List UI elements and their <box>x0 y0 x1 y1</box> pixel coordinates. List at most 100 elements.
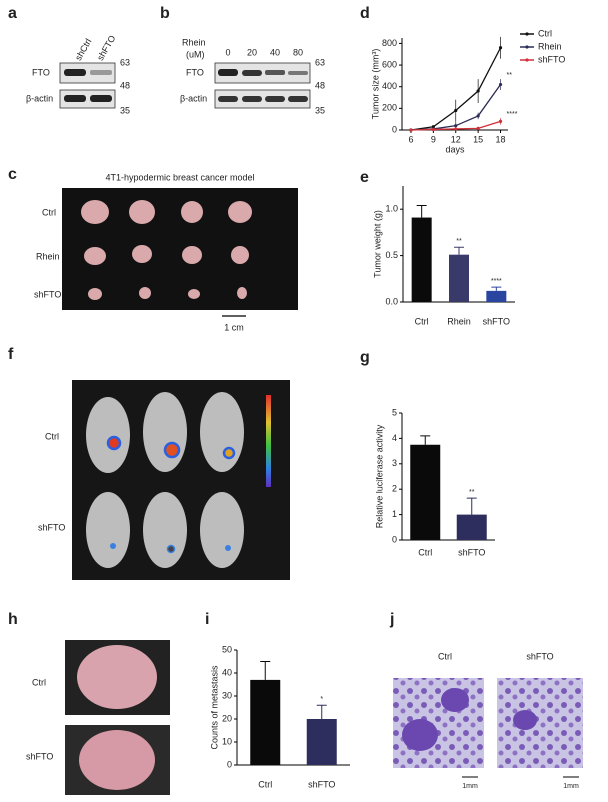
y-tick-label: 40 <box>222 667 232 677</box>
mw-label: 48 <box>120 80 130 90</box>
color-scale <box>266 395 271 487</box>
y-tick-label: 1.0 <box>385 204 398 214</box>
signal <box>163 441 181 459</box>
y-axis-label: Relative luciferase activity <box>374 424 384 528</box>
unit-label: (uM) <box>186 49 205 59</box>
x-tick-label: 15 <box>473 134 483 144</box>
x-tick-label: shFTO <box>308 779 335 789</box>
bar <box>449 254 469 302</box>
dose-label: 20 <box>247 47 257 57</box>
y-tick-label: 20 <box>222 713 232 723</box>
y-tick-label: 1 <box>392 509 397 519</box>
y-tick-label: 0.5 <box>385 250 398 260</box>
nodule <box>513 710 537 730</box>
panel-letter: a <box>8 5 17 22</box>
row-label: Rhein <box>36 251 60 261</box>
y-axis-label: Tumor weight (g) <box>372 210 382 278</box>
panel-letter: f <box>8 346 14 363</box>
bar <box>456 514 487 540</box>
y-tick-label: 3 <box>392 458 397 468</box>
y-tick-label: 0.0 <box>385 296 398 306</box>
x-tick-label: 6 <box>408 134 413 144</box>
blot <box>214 62 311 84</box>
bar <box>250 679 281 765</box>
treatment-label: Rhein <box>182 37 206 47</box>
y-tick-label: 5 <box>392 407 397 417</box>
x-tick-label: Ctrl <box>415 316 429 326</box>
x-tick-label: Ctrl <box>418 547 432 557</box>
x-tick-label: Rhein <box>447 316 471 326</box>
band <box>64 69 86 76</box>
scale-label: 1 cm <box>224 322 244 332</box>
panel-letter: b <box>160 5 170 22</box>
point <box>476 89 480 93</box>
panel-letter: e <box>360 169 369 186</box>
mw-label: 63 <box>120 57 130 67</box>
panel-letter: c <box>8 166 17 183</box>
y-axis-label: Tumor size (mm³) <box>370 49 380 120</box>
tumors <box>81 200 252 300</box>
point <box>476 114 480 118</box>
error-bar <box>454 246 464 255</box>
lane-label: shCtrl <box>73 37 93 62</box>
column-label: shFTO <box>526 651 553 661</box>
lung <box>77 645 157 709</box>
nodule <box>441 688 469 712</box>
row-label: shFTO <box>26 751 53 761</box>
panel-letter: g <box>360 349 370 366</box>
annotation: ** <box>469 489 475 496</box>
x-tick-label: shFTO <box>483 316 510 326</box>
band <box>218 69 238 76</box>
y-axis-label: Counts of metastasis <box>209 665 219 750</box>
band <box>242 96 262 102</box>
annotation: **** <box>491 278 502 285</box>
histology <box>393 678 484 768</box>
x-tick-label: 18 <box>496 134 506 144</box>
error-bar <box>420 435 431 445</box>
annotation: * <box>320 696 323 703</box>
point <box>454 127 458 131</box>
y-tick-label: 200 <box>382 103 397 113</box>
point <box>498 46 503 50</box>
error-bar <box>260 661 271 680</box>
x-tick-label: 9 <box>431 134 436 144</box>
lane-label: shFTO <box>95 34 117 63</box>
dose-label: 40 <box>270 47 280 57</box>
panel-letter: i <box>205 611 209 628</box>
row-label: FTO <box>186 67 204 77</box>
point <box>498 82 503 87</box>
band <box>265 96 285 102</box>
annotation: ** <box>507 72 513 79</box>
blot <box>59 62 116 84</box>
band <box>90 95 112 102</box>
y-tick-label: 10 <box>222 736 232 746</box>
band <box>90 70 112 75</box>
legend-marker <box>525 58 529 62</box>
error-bar <box>466 497 477 515</box>
blot <box>59 89 116 109</box>
row-label: Ctrl <box>42 207 56 217</box>
dose-label: 80 <box>293 47 303 57</box>
blot <box>214 89 311 109</box>
x-tick-label: shFTO <box>458 547 485 557</box>
dose-label: 0 <box>225 47 230 57</box>
mw-label: 48 <box>315 80 325 90</box>
legend-label: shFTO <box>538 54 565 64</box>
bar <box>486 290 507 302</box>
bar <box>411 217 432 302</box>
y-tick-label: 0 <box>227 759 232 769</box>
y-tick-label: 600 <box>382 59 397 69</box>
signal <box>222 446 236 460</box>
panel-title: 4T1-hypodermic breast cancer model <box>105 172 254 182</box>
row-label: β-actin <box>180 93 207 103</box>
mw-label: 35 <box>315 105 325 115</box>
annotation: ** <box>456 238 462 245</box>
band <box>242 70 262 76</box>
histology <box>497 678 583 768</box>
y-tick-label: 50 <box>222 644 232 654</box>
y-tick-label: 30 <box>222 690 232 700</box>
row-label: FTO <box>32 67 50 77</box>
band <box>288 96 308 102</box>
panel-letter: d <box>360 5 370 22</box>
